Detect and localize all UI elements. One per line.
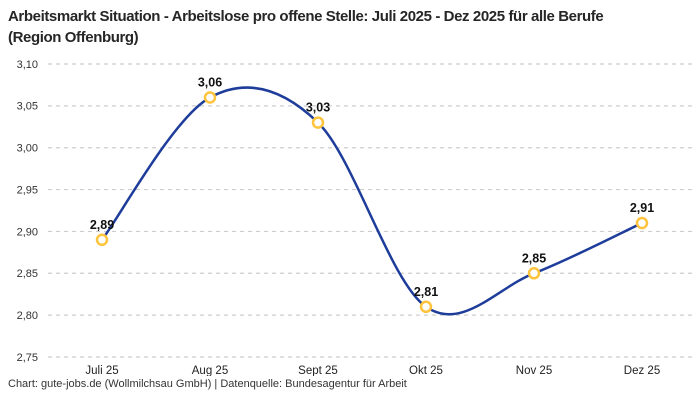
y-tick-label: 2,95 bbox=[17, 185, 38, 197]
data-point-label: 2,85 bbox=[522, 252, 546, 266]
data-point-marker bbox=[203, 91, 217, 105]
data-point-label: 2,91 bbox=[630, 201, 654, 215]
y-tick-label: 3,10 bbox=[17, 59, 38, 71]
x-tick-label: Nov 25 bbox=[516, 365, 552, 376]
y-tick-label: 2,90 bbox=[17, 227, 38, 239]
page-title: Arbeitsmarkt Situation - Arbeitslose pro… bbox=[8, 8, 604, 46]
y-tick-label: 3,05 bbox=[17, 101, 38, 113]
chart-container: 2,75 2,80 2,85 2,90 2,95 3,00 3,05 3,10 Juli 25 A… bbox=[0, 50, 700, 377]
y-tick-label: 2,80 bbox=[17, 310, 38, 322]
data-point-marker bbox=[95, 233, 109, 247]
y-tick-label: 2,85 bbox=[17, 269, 38, 281]
chart-credit: Chart: gute-jobs.de (Wollmilchsau GmbH) … bbox=[8, 378, 407, 391]
data-point-marker bbox=[527, 267, 541, 280]
y-tick-label: 2,75 bbox=[17, 352, 38, 364]
x-tick-label: Juli 25 bbox=[85, 365, 118, 376]
series-line bbox=[100, 86, 644, 316]
x-tick-label: Dez 25 bbox=[624, 365, 660, 376]
data-point-label: 2,89 bbox=[90, 218, 114, 232]
x-tick-label: Sept 25 bbox=[298, 365, 338, 376]
x-tick-label: Okt 25 bbox=[409, 365, 443, 376]
x-tick-label: Aug 25 bbox=[192, 365, 228, 376]
data-point-label: 2,81 bbox=[414, 285, 438, 299]
y-tick-label: 3,00 bbox=[17, 143, 38, 155]
data-point-label: 3,06 bbox=[198, 76, 222, 90]
data-point-marker bbox=[419, 300, 433, 314]
line-chart: 2,75 2,80 2,85 2,90 2,95 3,00 3,05 3,10 Juli 25 A… bbox=[17, 59, 696, 377]
data-point-label: 3,03 bbox=[306, 101, 330, 115]
data-point-marker bbox=[635, 217, 649, 230]
data-point-marker bbox=[311, 116, 325, 130]
